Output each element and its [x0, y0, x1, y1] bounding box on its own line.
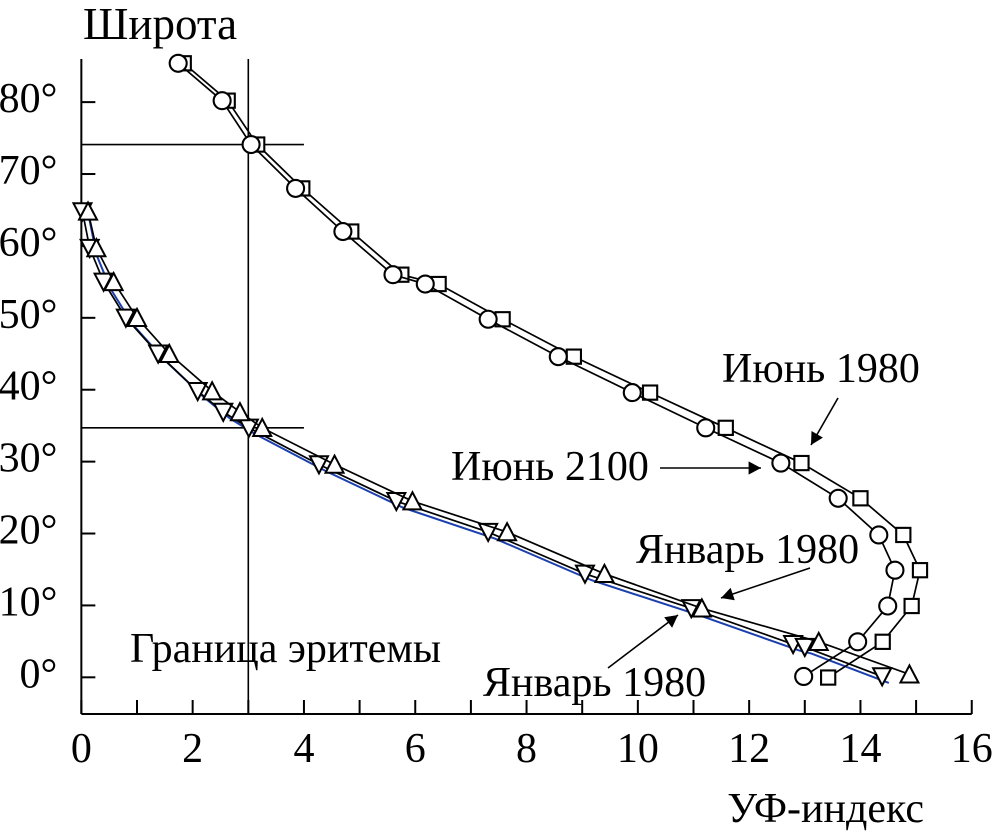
svg-text:Июнь 1980: Июнь 1980	[722, 346, 920, 392]
svg-text:Широта: Широта	[83, 0, 237, 49]
svg-text:4: 4	[293, 726, 314, 772]
svg-text:0°: 0°	[20, 651, 58, 697]
svg-text:12: 12	[728, 726, 770, 772]
svg-text:20°: 20°	[0, 508, 57, 554]
svg-text:50°: 50°	[0, 292, 57, 338]
svg-text:УФ-индекс: УФ-индекс	[727, 786, 924, 832]
svg-text:Июнь 2100: Июнь 2100	[451, 444, 649, 490]
svg-text:10: 10	[617, 726, 659, 772]
svg-text:8: 8	[516, 726, 537, 772]
svg-text:10°: 10°	[0, 579, 57, 625]
svg-text:6: 6	[405, 726, 426, 772]
svg-text:80°: 80°	[0, 76, 57, 122]
svg-text:70°: 70°	[0, 148, 57, 194]
svg-text:30°: 30°	[0, 436, 57, 482]
svg-text:16: 16	[951, 726, 993, 772]
svg-text:40°: 40°	[0, 364, 57, 410]
svg-text:Январь 1980: Январь 1980	[483, 660, 706, 706]
svg-text:Январь 1980: Январь 1980	[636, 527, 859, 573]
svg-text:14: 14	[839, 726, 881, 772]
svg-text:Граница эритемы: Граница эритемы	[130, 626, 441, 672]
svg-text:60°: 60°	[0, 220, 57, 266]
svg-text:2: 2	[182, 726, 203, 772]
svg-text:0: 0	[71, 726, 92, 772]
